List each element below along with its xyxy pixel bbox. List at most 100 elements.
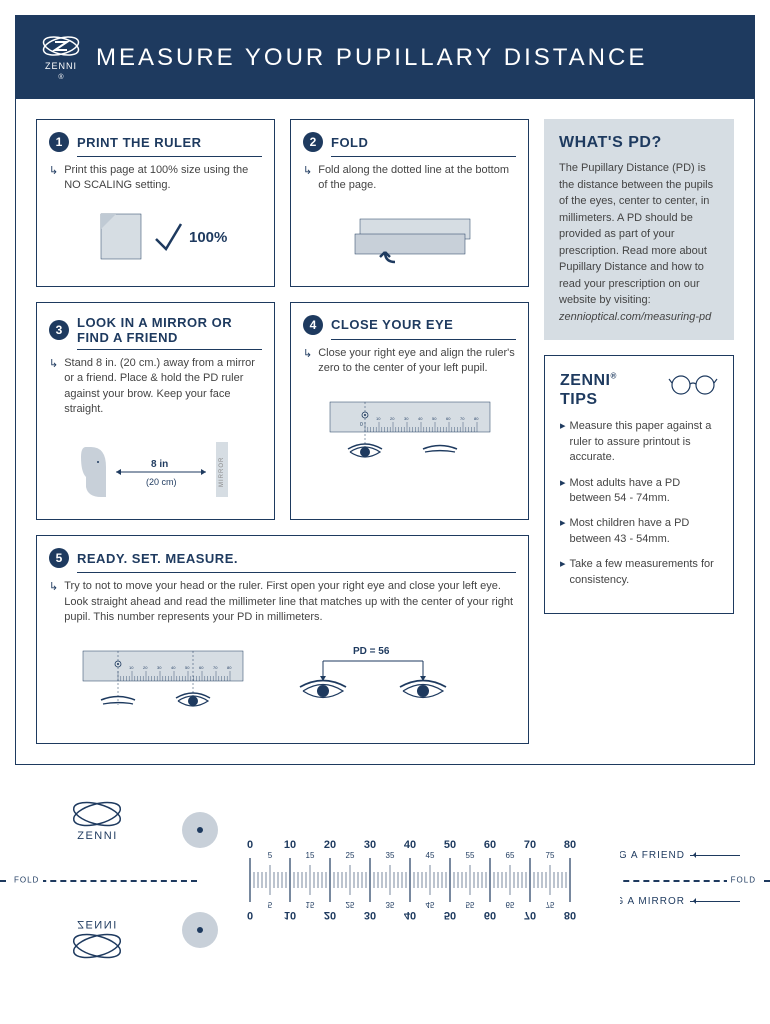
svg-text:50: 50	[185, 665, 190, 670]
step-number: 3	[49, 320, 69, 340]
svg-text:50: 50	[444, 909, 456, 921]
glasses-icon	[668, 371, 718, 396]
svg-text:40: 40	[171, 665, 176, 670]
tip-item: ▸Measure this paper against a ruler to a…	[560, 419, 718, 465]
svg-text:30: 30	[404, 416, 409, 421]
whats-pd-link: zennioptical.com/measuring-pd	[559, 309, 719, 326]
step-text: Try to not to move your head or the rule…	[64, 579, 516, 625]
steps-row-1: 1 PRINT THE RULER ↳ Print this page at 1…	[36, 119, 529, 287]
svg-text:40: 40	[418, 416, 423, 421]
ruler: 01020304050607080515253545556575 0102030…	[200, 830, 620, 930]
svg-text:10: 10	[284, 839, 296, 851]
arrow-icon: ↳	[303, 347, 312, 377]
content-area: 1 PRINT THE RULER ↳ Print this page at 1…	[16, 99, 754, 764]
whats-pd-title: WHAT'S PD?	[559, 134, 719, 152]
ruler-section: ZENNI ZENNI FOLD FOLD USING A FRIEND USI…	[0, 780, 770, 980]
svg-text:10: 10	[284, 909, 296, 921]
svg-text:60: 60	[484, 909, 496, 921]
step-number: 4	[303, 315, 323, 335]
info-column: WHAT'S PD? The Pupillary Distance (PD) i…	[544, 119, 734, 744]
tip-item: ▸Most children have a PD between 43 - 54…	[560, 516, 718, 547]
step-title: LOOK IN A MIRROR OR FIND A FRIEND	[77, 315, 262, 345]
fold-label-left: FOLD	[10, 875, 43, 884]
svg-text:5: 5	[268, 851, 273, 860]
percent-label: 100%	[189, 229, 227, 246]
svg-text:30: 30	[364, 909, 376, 921]
svg-text:25: 25	[346, 900, 355, 909]
svg-text:60: 60	[199, 665, 204, 670]
svg-text:35: 35	[386, 851, 395, 860]
svg-text:70: 70	[524, 909, 536, 921]
svg-text:45: 45	[426, 851, 435, 860]
pd-value: PD = 56	[353, 646, 390, 657]
tips-title: ZENNI®TIPS	[560, 371, 617, 409]
step-5: 5 READY. SET. MEASURE. ↳ Try to not to m…	[36, 535, 529, 743]
whats-pd-text: The Pupillary Distance (PD) is the dista…	[559, 160, 719, 325]
svg-text:60: 60	[446, 416, 451, 421]
svg-text:5: 5	[268, 900, 273, 909]
print-illustration: 100%	[49, 204, 262, 264]
svg-text:80: 80	[227, 665, 232, 670]
svg-text:20: 20	[324, 839, 336, 851]
main-container: ZENNI® MEASURE YOUR PUPILLARY DISTANCE 1…	[15, 15, 755, 765]
arrow-icon: ↳	[49, 357, 58, 418]
svg-text:30: 30	[157, 665, 162, 670]
step-title: PRINT THE RULER	[77, 135, 202, 150]
steps-row-2: 3 LOOK IN A MIRROR OR FIND A FRIEND ↳ St…	[36, 302, 529, 521]
svg-text:50: 50	[432, 416, 437, 421]
eye-illustration: 1020304050607080 0	[303, 387, 516, 482]
mirror-illustration: 8 in (20 cm) MIRROR	[49, 427, 262, 507]
measure-illustration: 1020304050607080 PD = 56	[49, 636, 516, 731]
svg-text:80: 80	[564, 909, 576, 921]
svg-text:80: 80	[564, 839, 576, 851]
brand-logo: ZENNI®	[41, 34, 81, 81]
step-2: 2 FOLD ↳ Fold along the dotted line at t…	[290, 119, 529, 287]
fold-illustration	[303, 204, 516, 274]
svg-text:70: 70	[213, 665, 218, 670]
arrow-icon: ↳	[49, 580, 58, 625]
steps-column: 1 PRINT THE RULER ↳ Print this page at 1…	[36, 119, 529, 744]
svg-text:50: 50	[444, 839, 456, 851]
step-4: 4 CLOSE YOUR EYE ↳ Close your right eye …	[290, 302, 529, 521]
header: ZENNI® MEASURE YOUR PUPILLARY DISTANCE	[16, 16, 754, 99]
svg-text:30: 30	[364, 839, 376, 851]
step-number: 1	[49, 132, 69, 152]
svg-text:60: 60	[484, 839, 496, 851]
svg-text:65: 65	[506, 851, 515, 860]
tip-item: ▸Most adults have a PD between 54 - 74mm…	[560, 476, 718, 507]
svg-text:40: 40	[404, 909, 416, 921]
step-number: 2	[303, 132, 323, 152]
svg-text:25: 25	[346, 851, 355, 860]
svg-text:0: 0	[247, 839, 253, 851]
tips-box: ZENNI®TIPS ▸Measure this paper against a…	[544, 355, 734, 614]
svg-text:15: 15	[306, 900, 315, 909]
tip-item: ▸Take a few measurements for consistency…	[560, 557, 718, 588]
svg-text:55: 55	[466, 900, 475, 909]
page: ZENNI® MEASURE YOUR PUPILLARY DISTANCE 1…	[0, 15, 770, 980]
page-title: MEASURE YOUR PUPILLARY DISTANCE	[96, 44, 647, 72]
logo-icon	[41, 34, 81, 58]
ruler-scale-top: 01020304050607080515253545556575	[200, 830, 620, 880]
step-1: 1 PRINT THE RULER ↳ Print this page at 1…	[36, 119, 275, 287]
dist-in: 8 in	[151, 459, 168, 470]
svg-text:10: 10	[129, 665, 134, 670]
svg-text:35: 35	[386, 900, 395, 909]
step-number: 5	[49, 548, 69, 568]
svg-text:55: 55	[466, 851, 475, 860]
arrow-icon: ↳	[49, 164, 58, 194]
dist-cm: (20 cm)	[146, 477, 177, 487]
svg-text:45: 45	[426, 900, 435, 909]
ruler-scale-bottom: 01020304050607080515253545556575	[200, 880, 620, 930]
svg-text:15: 15	[306, 851, 315, 860]
svg-text:20: 20	[324, 909, 336, 921]
tips-list: ▸Measure this paper against a ruler to a…	[560, 419, 718, 588]
fold-label-right: FOLD	[727, 875, 760, 884]
step-text: Close your right eye and align the ruler…	[318, 346, 516, 377]
step-text: Fold along the dotted line at the bottom…	[318, 163, 516, 194]
ruler-logo-top: ZENNI	[70, 800, 125, 842]
step-text: Stand 8 in. (20 cm.) away from a mirror …	[64, 356, 262, 418]
svg-text:75: 75	[546, 900, 555, 909]
svg-text:70: 70	[524, 839, 536, 851]
svg-text:20: 20	[390, 416, 395, 421]
svg-text:10: 10	[376, 416, 381, 421]
